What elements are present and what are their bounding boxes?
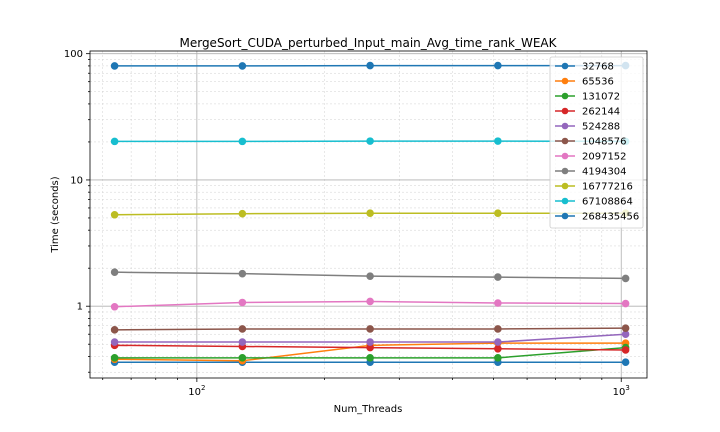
x-tick-label: 103 [613,384,630,398]
legend-label: 32768 [582,62,614,73]
y-tick-label: 10 [70,175,83,186]
legend-item: 16777216 [555,182,633,193]
plot-frame [89,50,648,379]
series-2097152 [110,297,630,311]
legend-label: 131072 [582,92,620,103]
legend-marker [561,197,569,205]
legend-marker [561,182,569,190]
legend-label: 1048576 [582,137,627,148]
legend-label: 524288 [582,122,620,133]
legend-marker [561,137,569,145]
y-axis-label: Time (seconds) [50,176,61,253]
data-point [494,209,502,218]
data-point [621,346,630,354]
legend-label: 268435456 [582,212,639,223]
data-point [110,338,119,346]
legend-label: 65536 [582,77,614,88]
legend-marker [561,62,569,70]
data-point [110,137,119,146]
data-point [494,299,502,307]
data-point [621,274,630,283]
data-point [110,302,119,311]
data-point [366,272,374,280]
legend-marker [561,107,569,115]
series-1048576 [110,324,630,334]
data-point [238,62,247,70]
data-point [366,325,374,333]
data-point [238,325,247,333]
data-point [238,137,247,146]
chart-title: MergeSort_CUDA_perturbed_Input_main_Avg_… [179,36,557,50]
legend-item: 524288 [555,122,620,133]
data-point [494,273,502,281]
legend-marker [561,92,569,100]
series-524288 [110,330,630,346]
data-point [366,61,374,70]
legend-label: 16777216 [582,182,633,193]
y-tick-label: 1 [77,302,83,313]
legend: 32768 65536 131072 262144 524288 1048576 20971… [549,56,644,229]
data-point [238,338,247,346]
data-point [110,210,119,219]
data-point [110,62,119,70]
data-point [366,338,374,346]
legend-item: 2097152 [555,152,627,163]
data-point [366,297,374,306]
data-point [494,354,502,362]
data-point [621,358,630,367]
x-axis-label: Num_Threads [334,404,403,415]
data-point [621,324,630,332]
legend-marker [561,122,569,130]
data-point [238,298,247,307]
data-point [366,137,374,145]
x-tick-label: 102 [188,384,205,398]
series-layer [110,61,630,367]
legend-marker [561,167,569,175]
legend-marker [561,152,569,160]
data-point [238,209,247,218]
legend-item: 4194304 [555,167,627,178]
data-point [238,354,247,362]
y-tick-label: 100 [64,49,83,60]
data-point [110,268,119,276]
legend-label: 4194304 [582,167,627,178]
data-point [494,325,502,333]
data-point [494,338,502,346]
data-point [621,299,630,308]
legend-marker [561,212,569,220]
legend-marker [561,77,569,85]
legend-item: 32768 [555,62,614,73]
legend-label: 67108864 [582,197,633,208]
data-point [110,326,119,334]
legend-item: 262144 [555,107,620,118]
legend-item: 268435456 [555,212,639,223]
legend-label: 262144 [582,107,620,118]
series-4194304 [110,268,630,283]
data-point [366,209,374,218]
data-point [494,61,502,70]
data-point [494,344,502,353]
legend-item: 65536 [555,77,614,88]
legend-label: 2097152 [582,152,627,163]
legend-item: 131072 [555,92,620,103]
legend-item: 1048576 [555,137,627,148]
data-point [110,354,119,362]
data-point [494,137,502,145]
data-point [366,354,374,362]
legend-item: 67108864 [555,197,633,208]
data-point [238,269,247,278]
